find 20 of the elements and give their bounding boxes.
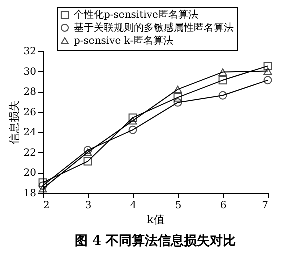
x-tick-label: 4 bbox=[130, 200, 137, 212]
legend-label: 基于关联规则的多敏感属性匿名算法 bbox=[74, 22, 234, 34]
y-tick-label: 22 bbox=[24, 148, 36, 159]
y-tick-label: 18 bbox=[24, 188, 36, 200]
y-tick-label: 24 bbox=[24, 128, 36, 139]
x-tick-label: 2 bbox=[44, 200, 50, 212]
y-tick-label: 30 bbox=[24, 66, 36, 78]
legend-label: p-sensive k-匿名算法 bbox=[74, 35, 174, 47]
y-tick-label: 20 bbox=[24, 168, 36, 180]
text: 图 4 不同算法信息损失对比 bbox=[74, 233, 236, 249]
x-axis-title: k值 bbox=[147, 214, 165, 226]
x-tick-label: 6 bbox=[220, 200, 227, 212]
x-tick-label: 7 bbox=[262, 200, 268, 212]
y-tick-label: 32 bbox=[24, 46, 36, 58]
y-axis-title: 信息损失 bbox=[8, 100, 21, 144]
x-tick-label: 5 bbox=[175, 200, 182, 212]
x-tick-label: 3 bbox=[85, 200, 92, 212]
legend-label: 个性化p-sensitive匿名算法 bbox=[74, 9, 198, 21]
y-tick-label: 28 bbox=[24, 87, 36, 98]
y-tick-label: 26 bbox=[24, 107, 36, 118]
